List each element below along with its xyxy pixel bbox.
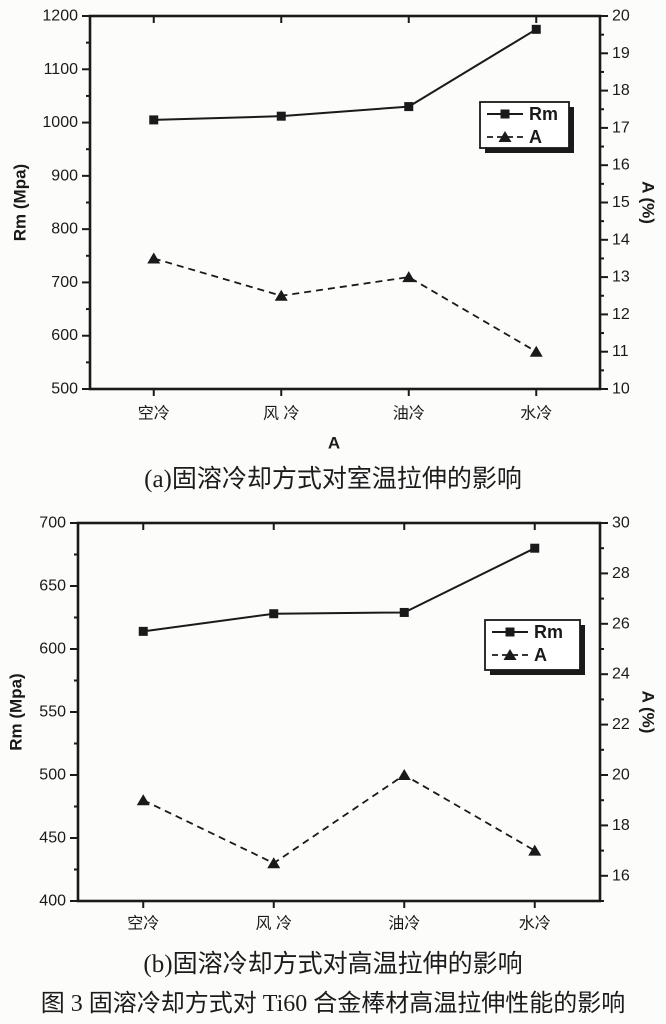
legend-label-A: A xyxy=(529,127,542,147)
left-axis-tick-label: 650 xyxy=(39,578,66,595)
chart-a-room-temp-tensile: 500 600 700 800 900 1000 1100 1200 Rm (Mpa) 10 11 1… xyxy=(11,8,658,453)
plot-frame xyxy=(76,521,602,903)
point-A-3 xyxy=(528,844,542,856)
right-axis-tick-label: 19 xyxy=(612,45,630,62)
category-label: 空冷 xyxy=(127,915,159,933)
right-axis-tick-label: 10 xyxy=(612,381,630,398)
right-axis-tick-label: 28 xyxy=(612,565,630,582)
legend-label-Rm: Rm xyxy=(529,104,558,124)
right-axis-tick-label: 24 xyxy=(612,666,630,683)
right-axis-tick-label: 20 xyxy=(612,767,630,784)
right-axis-tick-label: 18 xyxy=(612,82,630,99)
x-axis-title: A xyxy=(328,434,340,453)
category-label: 水冷 xyxy=(520,405,552,423)
left-axis-tick-label: 500 xyxy=(51,381,78,398)
right-axis-title: A (%) xyxy=(639,181,658,224)
point-Rm-0 xyxy=(149,115,159,125)
series-Rm-line xyxy=(143,547,536,633)
point-A-2 xyxy=(397,769,411,780)
legend-marker-A xyxy=(498,131,512,142)
category-label: 风 冷 xyxy=(256,915,292,933)
right-axis-tick-label: 11 xyxy=(612,343,629,360)
point-A-1 xyxy=(274,289,288,301)
point-A-2 xyxy=(402,271,416,283)
point-Rm-0 xyxy=(138,626,148,636)
left-axis-tick-label: 1100 xyxy=(44,61,79,78)
left-axis-tick-label: 1200 xyxy=(42,8,78,25)
point-A-3 xyxy=(529,345,543,357)
series-Rm-line xyxy=(153,28,537,121)
right-axis-tick-label: 16 xyxy=(612,867,630,884)
point-Rm-2 xyxy=(404,102,414,112)
point-Rm-1 xyxy=(269,609,279,619)
caption-chart-b: (b)固溶冷却方式对高温拉伸的影响 xyxy=(143,951,523,978)
left-axis-tick-label: 900 xyxy=(51,167,78,184)
left-axis-tick-label: 450 xyxy=(39,830,66,847)
category-label: 水冷 xyxy=(519,915,551,933)
legend-marker-A xyxy=(503,649,517,660)
series-A-line xyxy=(142,774,536,865)
category-label: 空冷 xyxy=(138,405,170,423)
legend-box xyxy=(484,619,581,671)
right-axis-title: A (%) xyxy=(639,691,658,734)
legend-label-Rm: Rm xyxy=(534,622,563,642)
figure-caption: 图 3 固溶冷却方式对 Ti60 合金棒材高温拉伸性能的影响 xyxy=(40,991,626,1017)
right-axis-tick-label: 26 xyxy=(612,615,630,632)
left-axis-tick-label: 550 xyxy=(39,704,66,721)
right-axis-tick-label: 16 xyxy=(612,157,630,174)
left-axis-tick-label: 700 xyxy=(51,274,78,291)
right-axis-tick-label: 17 xyxy=(612,119,630,136)
plot-frame xyxy=(88,14,602,391)
left-axis-tick-label: 600 xyxy=(39,641,66,658)
category-label: 风 冷 xyxy=(263,405,299,423)
right-axis-tick-label: 20 xyxy=(612,8,630,25)
point-Rm-2 xyxy=(399,607,409,617)
left-axis-tick-label: 800 xyxy=(51,221,78,238)
left-axis-tick-label: 600 xyxy=(51,327,78,344)
legend-label-A: A xyxy=(534,645,547,665)
right-axis-tick-label: 30 xyxy=(612,515,630,532)
legend-box xyxy=(479,101,570,149)
left-axis-tick-label: 400 xyxy=(39,893,66,910)
right-axis-tick-label: 22 xyxy=(612,716,630,733)
left-axis-tick-label: 500 xyxy=(39,767,66,784)
category-label: 油冷 xyxy=(388,915,420,933)
chart-b-high-temp-tensile: 400 450 500 550 600 650 700 Rm (Mpa) 16 18 20 22 24 2… xyxy=(7,515,658,933)
right-axis-tick-label: 13 xyxy=(612,269,630,286)
point-A-0 xyxy=(136,794,150,806)
series-A-line xyxy=(153,257,537,353)
caption-chart-a: (a)固溶冷却方式对室温拉伸的影响 xyxy=(144,466,522,493)
legend-marker-Rm xyxy=(505,627,515,637)
left-axis-tick-label: 700 xyxy=(39,515,66,532)
left-axis-title: Rm (Mpa) xyxy=(7,673,26,750)
category-label: 油冷 xyxy=(393,405,425,423)
right-axis-tick-label: 18 xyxy=(612,817,630,834)
point-A-1 xyxy=(267,857,281,869)
left-axis-title: Rm (Mpa) xyxy=(11,164,30,241)
point-Rm-1 xyxy=(276,111,286,121)
right-axis-tick-label: 14 xyxy=(612,231,630,248)
left-axis-tick-label: 1000 xyxy=(42,114,78,131)
point-A-0 xyxy=(147,252,161,264)
point-Rm-3 xyxy=(530,543,540,553)
legend-marker-Rm xyxy=(500,109,510,119)
right-axis-tick-label: 15 xyxy=(612,194,630,211)
point-Rm-3 xyxy=(531,24,541,34)
right-axis-tick-label: 12 xyxy=(612,306,630,323)
